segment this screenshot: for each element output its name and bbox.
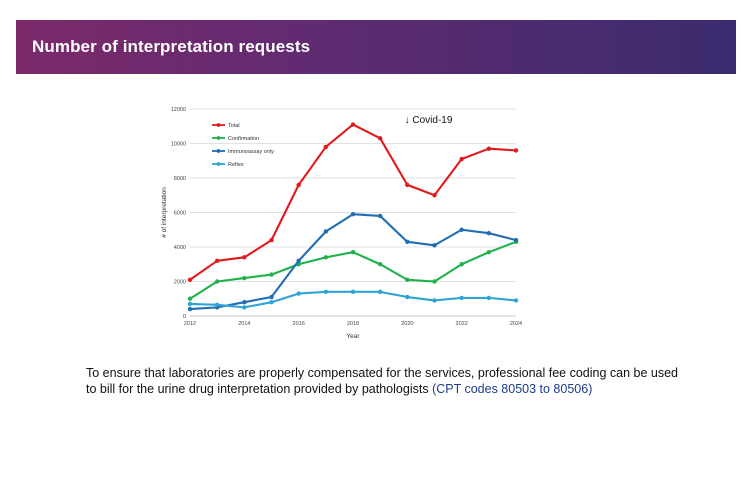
y-tick-label: 6000 xyxy=(174,211,186,217)
legend-label: Confirmation xyxy=(228,136,259,142)
x-tick-label: 2022 xyxy=(456,321,468,327)
x-tick-label: 2018 xyxy=(347,321,359,327)
caption: To ensure that laboratories are properly… xyxy=(86,365,686,397)
data-point xyxy=(486,231,492,236)
legend-marker xyxy=(216,162,221,166)
x-tick-label: 2016 xyxy=(293,321,305,327)
data-point xyxy=(187,306,193,312)
data-point xyxy=(242,305,247,310)
legend-marker xyxy=(216,149,221,153)
data-point xyxy=(486,249,492,255)
page-title: Number of interpretation requests xyxy=(32,37,311,56)
data-point xyxy=(296,291,301,296)
x-tick-label: 2024 xyxy=(510,321,522,327)
data-point xyxy=(459,156,464,162)
data-point xyxy=(214,258,220,263)
data-point xyxy=(459,227,464,232)
data-point xyxy=(513,148,519,153)
data-point xyxy=(187,296,193,301)
legend-label: Total xyxy=(228,123,240,129)
data-point xyxy=(242,300,247,305)
series-line xyxy=(189,290,517,309)
data-point xyxy=(269,300,274,305)
data-point xyxy=(323,144,329,150)
legend-marker xyxy=(216,123,221,127)
data-point xyxy=(242,275,247,281)
data-point xyxy=(214,279,220,284)
y-tick-label: 2000 xyxy=(174,280,186,286)
data-point xyxy=(377,289,383,295)
data-point xyxy=(432,298,437,303)
data-point xyxy=(242,255,247,260)
data-point xyxy=(323,229,329,234)
legend-label: Reflex xyxy=(228,162,244,168)
data-point xyxy=(459,262,464,267)
data-point xyxy=(350,122,356,127)
y-tick-label: 0 xyxy=(183,314,186,320)
title-bar: Number of interpretation requests xyxy=(16,20,736,74)
data-point xyxy=(405,239,410,245)
legend-marker xyxy=(216,136,221,140)
data-point xyxy=(187,277,193,282)
data-point xyxy=(405,277,410,282)
y-axis-label: # of interpretation xyxy=(161,187,168,238)
y-tick-label: 4000 xyxy=(174,245,186,251)
line-chart: 0 2000 4000 6000 8000 10000 12000 2012 2014 2016 2… xyxy=(161,107,522,340)
data-point xyxy=(486,295,492,301)
data-point xyxy=(432,193,437,198)
data-point xyxy=(269,272,274,277)
data-point xyxy=(323,289,329,295)
cpt-codes-link: (CPT codes 80503 to 80506) xyxy=(432,382,593,396)
data-point xyxy=(405,294,410,300)
series-line xyxy=(189,123,517,281)
data-point xyxy=(323,255,329,260)
data-point xyxy=(269,237,274,243)
data-point xyxy=(405,182,410,188)
data-point xyxy=(269,294,274,300)
data-point xyxy=(350,249,356,255)
data-point xyxy=(486,146,492,151)
x-axis-label: Year xyxy=(346,333,360,340)
x-tick-label: 2014 xyxy=(238,321,250,327)
covid-annotation: ↓ Covid-19 xyxy=(405,115,453,126)
data-point xyxy=(377,136,383,141)
data-point xyxy=(513,237,519,243)
data-point xyxy=(432,243,437,248)
y-tick-label: 10000 xyxy=(171,142,186,148)
data-point xyxy=(296,182,301,188)
data-point xyxy=(350,289,356,295)
data-point xyxy=(377,262,383,267)
y-tick-label: 12000 xyxy=(171,107,186,113)
data-point xyxy=(214,302,220,307)
data-point xyxy=(350,212,356,217)
data-point xyxy=(513,298,519,303)
y-tick-label: 8000 xyxy=(174,176,186,182)
legend-label: Immunoassay only xyxy=(228,149,274,155)
data-point xyxy=(296,258,301,263)
data-point xyxy=(187,301,193,307)
caption-text: To ensure that laboratories are properly… xyxy=(86,366,679,396)
x-tick-label: 2020 xyxy=(401,321,413,327)
data-point xyxy=(459,295,464,301)
x-tick-label: 2012 xyxy=(184,321,196,327)
data-point xyxy=(432,279,437,284)
data-point xyxy=(377,213,383,219)
